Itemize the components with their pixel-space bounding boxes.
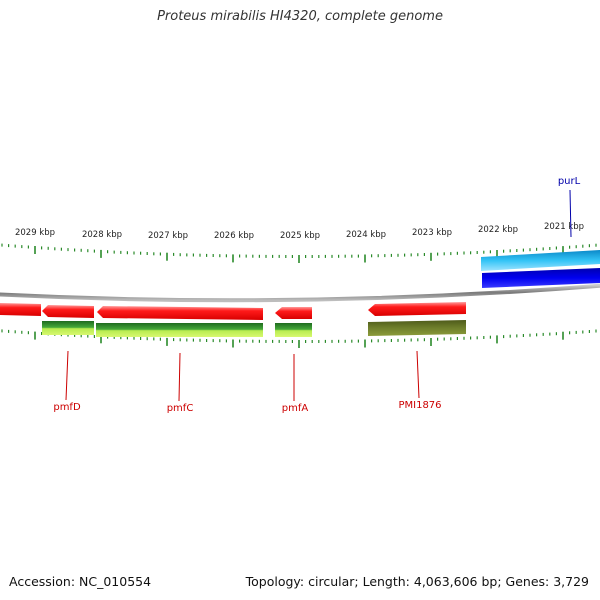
gene-arrow-pmfC[interactable] — [97, 306, 263, 320]
scale-label-2027: 2027 kbp — [148, 231, 188, 241]
gene-arrow-left-edge[interactable] — [0, 303, 41, 316]
scale-label-2028: 2028 kbp — [82, 230, 122, 240]
leader-purL — [569, 189, 572, 238]
accession-text: Accession: NC_010554 — [9, 574, 152, 589]
gene-labels: pmfD pmfC pmfA PMI1876 purL — [53, 176, 580, 414]
scale-label-2022: 2022 kbp — [478, 225, 518, 235]
genome-backbone — [0, 283, 600, 303]
gene-label-leaders — [65, 189, 572, 402]
gene-label-pmfA[interactable]: pmfA — [282, 403, 309, 414]
cds-bar-PMI1876[interactable] — [368, 320, 466, 336]
scale-label-2021: 2021 kbp — [544, 222, 584, 232]
plus-strand-genes — [481, 250, 600, 288]
gene-label-pmfC[interactable]: pmfC — [167, 403, 194, 414]
cds-bar-pmfC[interactable] — [96, 323, 263, 337]
genome-summary-text: Topology: circular; Length: 4,063,606 bp… — [245, 574, 589, 589]
gene-arrow-pmfA[interactable] — [275, 307, 312, 319]
gene-arrow-pmfD[interactable] — [42, 305, 94, 318]
minus-cds-bars — [42, 320, 466, 337]
gene-arrow-purL-cds[interactable] — [481, 250, 600, 271]
minus-strand-genes — [0, 302, 466, 320]
leader-pmfD — [65, 350, 69, 401]
gene-arrow-PMI1876[interactable] — [368, 302, 466, 316]
leader-PMI1876 — [416, 350, 420, 399]
outer-tick-ring — [1, 243, 597, 263]
scale-labels: 2029 kbp 2028 kbp 2027 kbp 2026 kbp 2025… — [15, 222, 584, 241]
scale-label-2023: 2023 kbp — [412, 228, 452, 238]
scale-label-2024: 2024 kbp — [346, 230, 386, 240]
page-title: Proteus mirabilis HI4320, complete genom… — [157, 9, 443, 24]
scale-label-2029: 2029 kbp — [15, 228, 55, 238]
gene-arrow-purL[interactable] — [482, 268, 600, 288]
gene-label-pmfD[interactable]: pmfD — [53, 402, 81, 413]
leader-pmfC — [178, 352, 181, 402]
gene-label-purL[interactable]: purL — [558, 176, 581, 187]
scale-label-2026: 2026 kbp — [214, 231, 254, 241]
cds-bar-pmfD[interactable] — [42, 321, 94, 335]
gene-label-PMI1876[interactable]: PMI1876 — [398, 400, 441, 411]
scale-label-2025: 2025 kbp — [280, 231, 320, 241]
cds-bar-pmfA[interactable] — [275, 323, 312, 337]
